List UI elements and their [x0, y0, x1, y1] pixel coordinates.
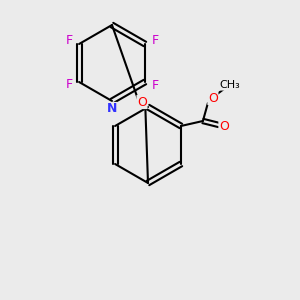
Text: F: F	[151, 34, 158, 47]
Text: O: O	[137, 95, 147, 109]
Text: F: F	[65, 79, 73, 92]
Text: O: O	[219, 119, 229, 133]
Text: N: N	[107, 103, 117, 116]
Text: O: O	[208, 92, 218, 104]
Text: CH₃: CH₃	[220, 80, 240, 90]
Text: F: F	[151, 79, 158, 92]
Text: F: F	[65, 34, 73, 47]
